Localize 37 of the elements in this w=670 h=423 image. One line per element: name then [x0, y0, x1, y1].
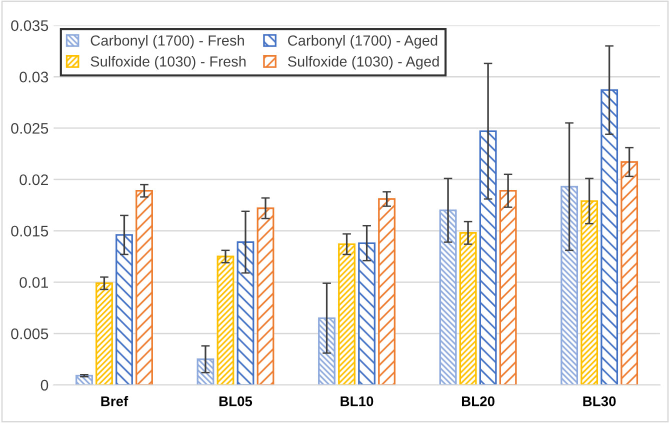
bar [196, 358, 214, 385]
y-tick-label: 0.02 [20, 174, 48, 186]
bar [216, 256, 234, 385]
bar [459, 232, 477, 385]
y-tick-label: 0.03 [20, 72, 48, 82]
bar [136, 190, 153, 385]
bar [439, 209, 457, 385]
bar [580, 200, 598, 385]
x-tick-label: Bref [101, 396, 128, 406]
y-tick-label: 0.025 [11, 122, 48, 134]
y-tick-label: 0.035 [11, 20, 48, 32]
y-tick-label: 0.01 [20, 277, 48, 288]
bar [378, 198, 396, 385]
bar [620, 161, 638, 385]
legend-label: Carbonyl (1700) - Aged [288, 34, 438, 49]
bar [499, 190, 517, 385]
legend-label: Sulfoxide (1030) - Fresh [90, 56, 246, 70]
y-tick-label: 0.005 [11, 328, 48, 340]
bar [338, 243, 356, 385]
x-tick-label: BL05 [219, 396, 252, 406]
bar [358, 242, 376, 385]
x-tick-label: BL30 [583, 396, 616, 406]
bar [236, 241, 254, 385]
legend-label: Sulfoxide (1030) - Aged [288, 56, 439, 70]
bar [76, 374, 93, 385]
bar [318, 317, 336, 385]
bar [600, 89, 618, 385]
bar [479, 130, 497, 385]
y-tick-label: 0.015 [11, 226, 48, 237]
x-tick-label: BL10 [340, 396, 374, 406]
bar [256, 207, 274, 385]
bar [96, 282, 113, 385]
bar [560, 186, 578, 385]
bar [116, 234, 133, 385]
x-tick-label: BL20 [462, 396, 494, 406]
legend-label: Carbonyl (1700) - Fresh [90, 34, 244, 49]
y-tick-label: 0 [40, 380, 48, 391]
